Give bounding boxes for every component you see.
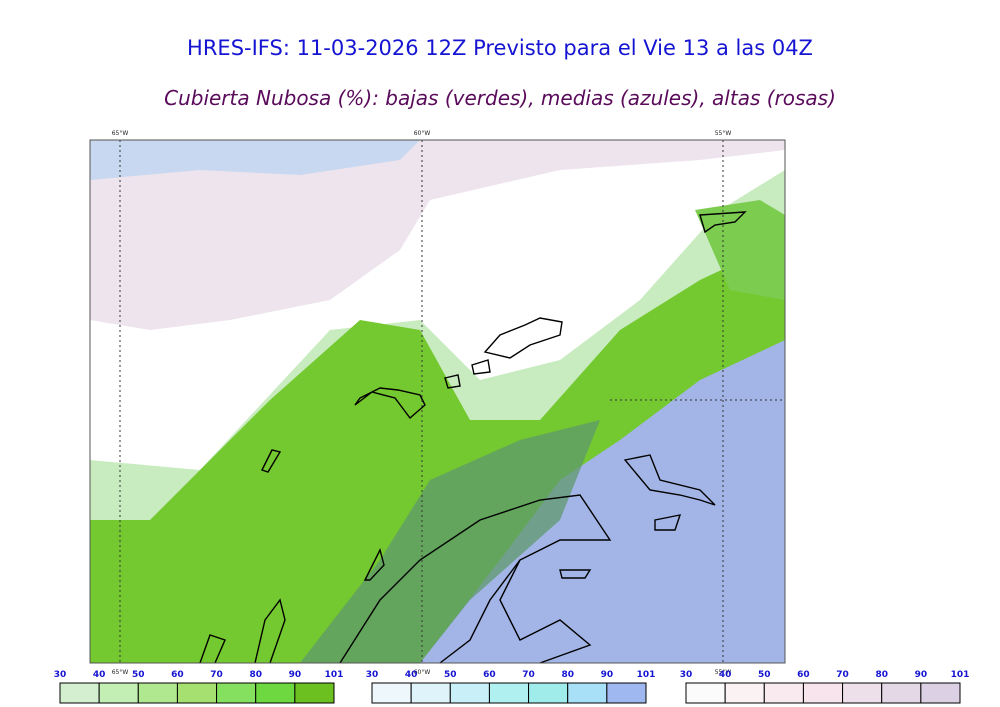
colorbar-box [98,682,139,704]
colorbar-tick-label: 40 [719,670,732,680]
colorbar-tick-label: 80 [875,670,888,680]
colorbar-tick-label: 90 [601,670,614,680]
colorbar-tick-label: 50 [132,670,145,680]
high-cloud [90,140,785,330]
colorbar-box [763,682,804,704]
mid-cloud [90,140,420,180]
colorbar-box [528,682,569,704]
colorbar-box [59,682,100,704]
colorbar-box [606,682,647,704]
mid-cloud-lower [420,340,785,663]
colorbar-tick-label: 90 [915,670,928,680]
colorbar-tick-label: 30 [54,670,67,680]
map-frame [89,139,786,664]
colorbar-tick-label: 80 [561,670,574,680]
colorbar-box [294,682,335,704]
colorbar-tick-label: 50 [444,670,457,680]
colorbar-tick-label: 90 [289,670,302,680]
colorbar-tick-label: 60 [171,670,184,680]
colorbar-box [685,682,726,704]
overlap-cloud [300,420,600,663]
colorbar-box [920,682,961,704]
colorbar-box [881,682,922,704]
colorbar-box [137,682,178,704]
colorbar-tick-label: 101 [637,670,656,680]
colorbar-tick-label: 30 [680,670,693,680]
colorbar-box [724,682,765,704]
colorbar-box [802,682,844,704]
colorbar-tick-label: 101 [951,670,970,680]
colorbar-box [449,682,490,704]
lon-labels: 65°W 60°W 55°W 65°W 60°W 55°W [112,130,732,676]
colorbar-box [371,682,412,704]
colorbar-box [216,682,257,704]
colorbar-tick-label: 60 [797,670,810,680]
lon-label: 65°W [112,130,129,137]
lon-label: 60°W [414,669,431,676]
lon-label: 60°W [414,130,431,137]
lon-label: 55°W [715,130,732,137]
colorbar-box [567,682,608,704]
colorbar-box [488,682,530,704]
colorbar-box [842,682,883,704]
colorbar-tick-label: 50 [758,670,771,680]
colorbar-tick-label: 40 [93,670,106,680]
colorbar-tick-label: 30 [366,670,379,680]
colorbar-box [410,682,451,704]
colorbar-tick-label: 70 [522,670,535,680]
graticule [119,140,785,663]
colorbar-tick-label: 101 [325,670,344,680]
colorbar-box [255,682,296,704]
colorbar-tick-label: 60 [483,670,496,680]
lon-label: 65°W [112,669,129,676]
colorbar-tick-label: 70 [210,670,223,680]
colorbar-tick-label: 40 [405,670,418,680]
colorbar-box [176,682,218,704]
title: HRES-IFS: 11-03-2026 12Z Previsto para e… [187,36,813,60]
map: 65°W 60°W 55°W 65°W 60°W 55°W [89,130,786,676]
lon-label: 55°W [715,669,732,676]
colorbar-tick-label: 80 [249,670,262,680]
subtitle: Cubierta Nubosa (%): bajas (verdes), med… [164,86,836,110]
colorbar-tick-label: 70 [836,670,849,680]
